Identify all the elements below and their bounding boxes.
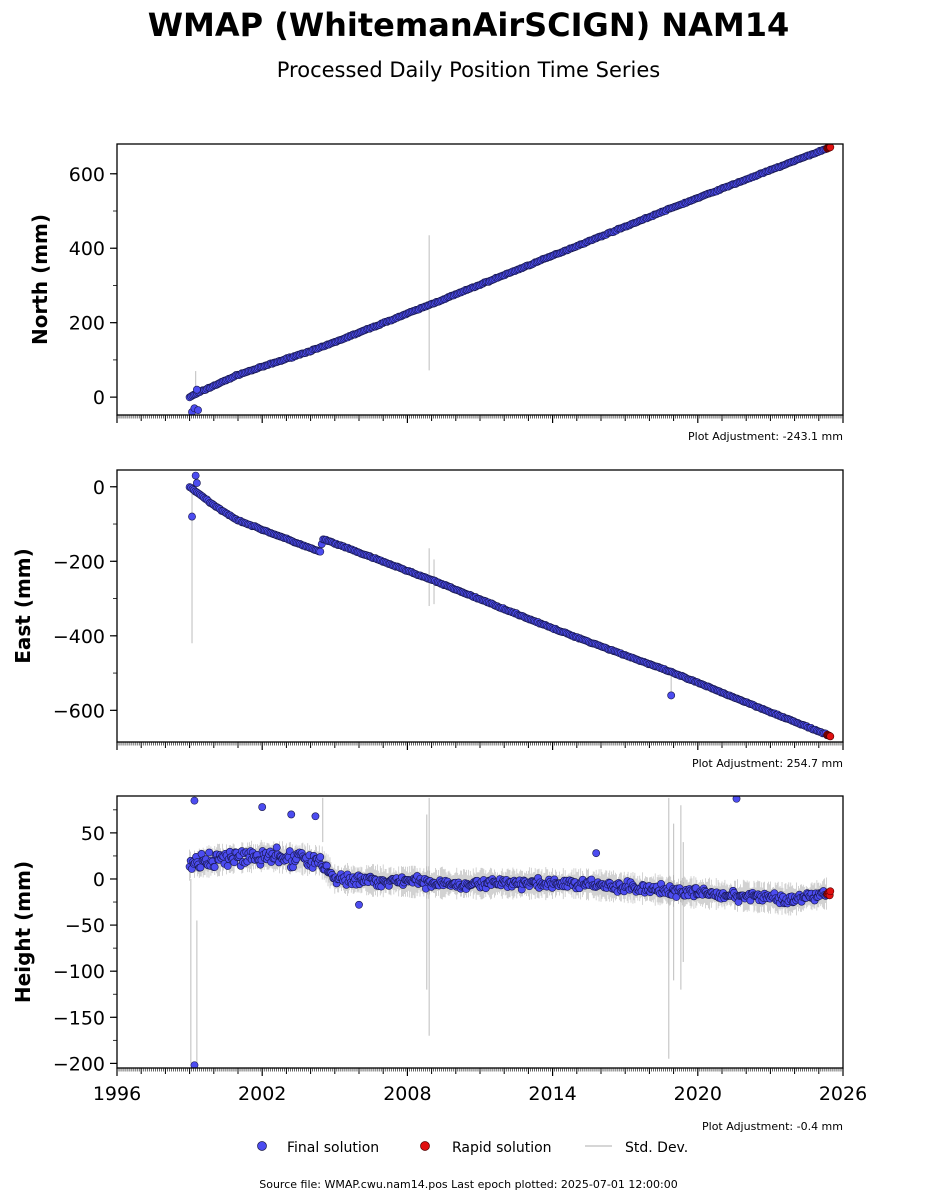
rapid-point (826, 732, 835, 741)
final-point (272, 843, 281, 852)
final-point (194, 406, 202, 415)
plot-area (185, 144, 835, 415)
final-point (322, 861, 331, 870)
y-tick-label: 400 (69, 238, 105, 260)
y-tick-label: −50 (65, 915, 105, 937)
final-point (192, 479, 201, 487)
final-point (210, 863, 219, 871)
legend-final-label: Final solution (287, 1140, 379, 1156)
final-point (316, 853, 325, 861)
y-tick-label: −150 (53, 1007, 105, 1029)
rapid-point (826, 144, 835, 152)
final-point (190, 796, 199, 805)
y-axis-label: North (mm) (28, 214, 52, 345)
final-point (287, 810, 296, 819)
x-tick-label: 2020 (674, 1083, 722, 1105)
final-point (667, 691, 676, 700)
final-point (191, 471, 200, 480)
plot-adjustment: Plot Adjustment: -0.4 mm (702, 1120, 843, 1133)
final-point (316, 547, 325, 556)
x-tick-label: 2026 (819, 1083, 867, 1105)
y-tick-label: 0 (93, 387, 105, 409)
panel-3: −200 −150 −100 −50 0 50 1996 2002 2008 2014 2020 20… (11, 795, 867, 1133)
chart-subtitle: Processed Daily Position Time Series (277, 58, 661, 82)
final-point (355, 900, 363, 909)
legend-rapid-label: Rapid solution (452, 1140, 552, 1156)
y-tick-label: −100 (53, 961, 105, 983)
x-tick-label: 2002 (238, 1083, 286, 1105)
final-point (205, 848, 214, 857)
y-tick-label: −600 (53, 700, 105, 722)
plot-area (185, 796, 835, 1068)
y-tick-label: −200 (53, 551, 105, 573)
final-point (188, 512, 196, 521)
legend-final-marker (257, 1141, 267, 1151)
source-footer: Source file: WMAP.cwu.nam14.pos Last epo… (259, 1178, 678, 1191)
rapid-point (826, 887, 835, 896)
y-tick-label: 600 (69, 164, 105, 186)
y-tick-label: 50 (81, 823, 105, 845)
y-tick-label: −400 (53, 626, 105, 648)
plot-frame (116, 795, 844, 1069)
final-point (196, 863, 205, 872)
legend-std-label: Std. Dev. (625, 1140, 688, 1156)
x-tick-label: 2014 (528, 1083, 576, 1105)
plot-adjustment: Plot Adjustment: 254.7 mm (692, 757, 843, 770)
final-point (592, 849, 601, 858)
chart-title: WMAP (WhitemanAirSCIGN) NAM14 (148, 6, 790, 44)
final-point (311, 812, 320, 821)
y-tick-label: 0 (93, 869, 105, 891)
panel-2: −600 −400 −200 0 East (mm) Plot Adjustment: 2… (11, 469, 844, 770)
y-tick-label: 0 (93, 477, 105, 499)
x-tick-label: 2008 (383, 1083, 431, 1105)
plot-adjustment: Plot Adjustment: -243.1 mm (688, 430, 843, 443)
final-point (258, 803, 267, 811)
y-tick-label: 200 (69, 313, 105, 335)
final-point (192, 385, 201, 394)
final-point (190, 1061, 199, 1068)
plot-area (185, 471, 835, 741)
final-point (732, 796, 741, 803)
panel-1: 0 200 400 600 North (mm) Plot Adjustment: -24… (28, 143, 844, 443)
final-point (223, 862, 232, 870)
y-axis-label: Height (mm) (11, 861, 35, 1003)
x-tick-label: 1996 (93, 1083, 141, 1105)
y-tick-label: −200 (53, 1053, 105, 1075)
panels: 0 200 400 600 North (mm) Plot Adjustment: -24… (11, 143, 867, 1133)
legend: Final solution Rapid solution Std. Dev. (257, 1140, 688, 1156)
legend-rapid-marker (420, 1141, 430, 1151)
y-axis-label: East (mm) (11, 548, 35, 664)
